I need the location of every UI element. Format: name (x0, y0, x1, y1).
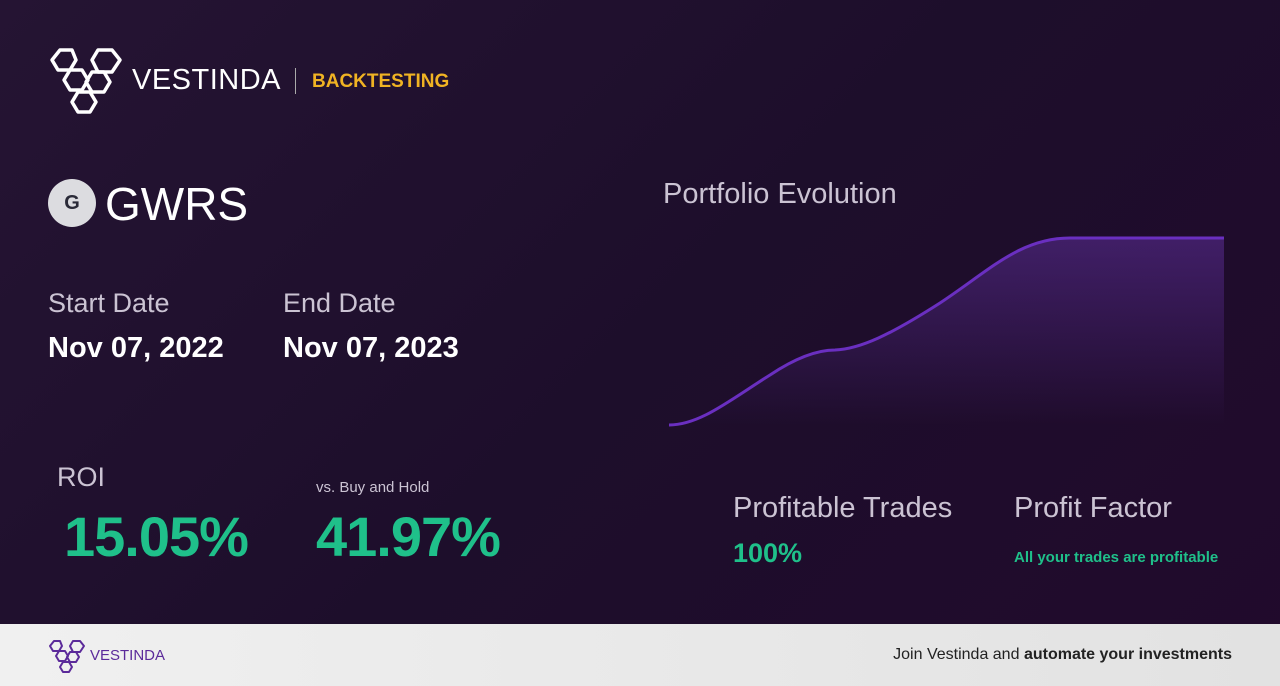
cta-plain: Join Vestinda and (893, 646, 1020, 663)
start-value: Nov 07, 2022 (48, 332, 224, 364)
roi-label: ROI (57, 462, 106, 492)
factor-label: Profit Factor (1014, 492, 1172, 524)
end-value: Nov 07, 2023 (283, 332, 459, 364)
logo-icon (50, 48, 122, 114)
chart-title: Portfolio Evolution (663, 178, 897, 210)
trades-value: 100% (733, 538, 803, 568)
area (669, 238, 1224, 425)
ticker: GWRS (105, 178, 249, 230)
factor-value: All your trades are profitable (1014, 549, 1219, 566)
footer-brand: VESTINDA (90, 647, 166, 664)
footer-cta: Join Vestinda and automate your investme… (893, 647, 1232, 663)
roi-value: 15.05% (64, 505, 249, 568)
footer-logo-icon (49, 640, 85, 673)
asset-icon: G (48, 179, 96, 227)
compare-value: 41.97% (316, 505, 501, 568)
brand: VESTINDA (132, 64, 282, 96)
cta-bold: automate your investments (1023, 646, 1232, 663)
portfolio-chart (668, 236, 1224, 427)
curve (668, 236, 1224, 427)
trades-label: Profitable Trades (733, 492, 953, 524)
section: BACKTESTING (312, 71, 450, 92)
footer: VESTINDA Join Vestinda and automate your… (0, 624, 1280, 686)
divider (295, 68, 296, 94)
end-label: End Date (283, 288, 396, 318)
start-label: Start Date (48, 288, 170, 318)
compare-label: vs. Buy and Hold (316, 479, 430, 496)
